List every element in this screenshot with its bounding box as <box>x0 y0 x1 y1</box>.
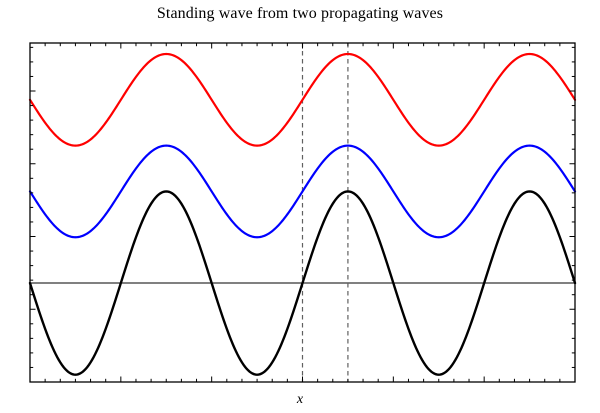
x-axis-label: x <box>296 392 304 407</box>
propagating-wave-2-curve <box>28 144 577 239</box>
standing-wave-sum-curve <box>28 190 577 376</box>
propagating-wave-1-curve <box>28 52 577 147</box>
plot-title: Standing wave from two propagating waves <box>156 5 444 22</box>
